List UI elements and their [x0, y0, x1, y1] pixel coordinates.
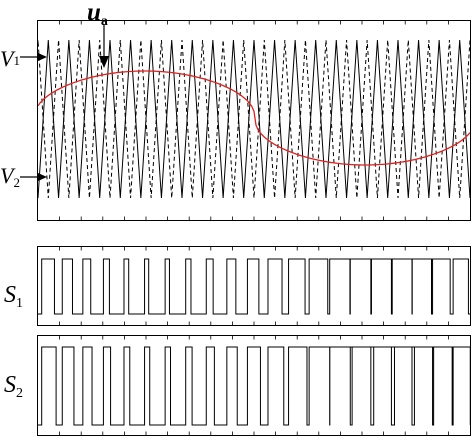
v2-arrow-head [38, 173, 47, 181]
s2-panel [37, 335, 471, 436]
ua-label: ua [87, 0, 108, 29]
s1-panel [37, 246, 471, 326]
carrier-wave-dashed [38, 39, 470, 199]
s1-label: S1 [4, 282, 23, 311]
s1-pulse-train [38, 258, 470, 315]
v1-label: V1 [0, 46, 20, 71]
v2-label: V2 [0, 163, 20, 190]
s2-panel-frame [37, 335, 471, 436]
carrier-panel [37, 20, 471, 221]
modulating-wave [38, 70, 470, 166]
v1-arrow-head [38, 53, 47, 61]
s2-panel-ticks [59, 335, 449, 436]
carrier-panel-ticks [59, 20, 449, 221]
s1-panel-ticks [59, 246, 449, 326]
carrier-wave-solid [38, 39, 470, 199]
v1-annotation: V1 [0, 46, 47, 71]
ua-arrow-head [99, 56, 109, 68]
ua-annotation: ua [87, 0, 109, 68]
s2-label: S2 [4, 372, 23, 401]
v2-annotation: V2 [0, 163, 47, 190]
s2-pulse-train [38, 346, 471, 426]
